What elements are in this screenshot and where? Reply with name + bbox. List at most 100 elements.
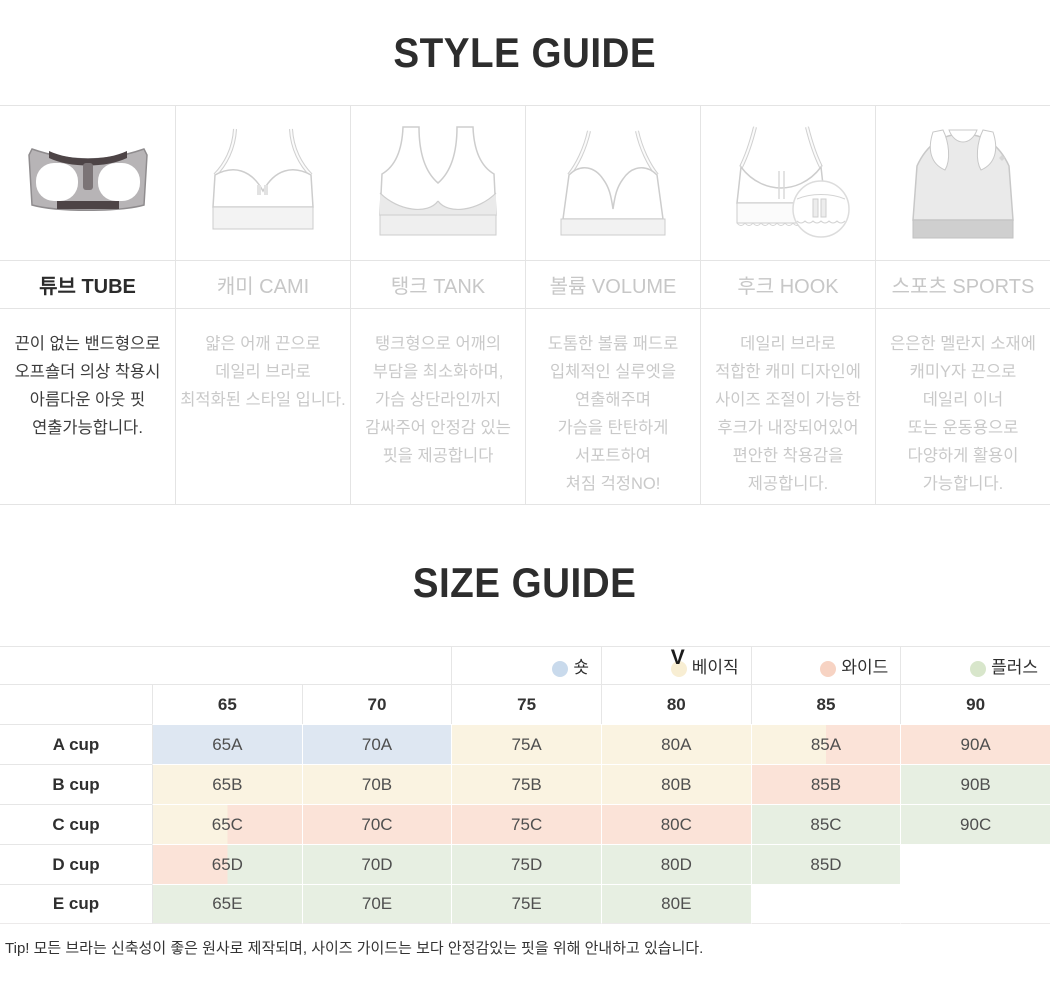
legend-item-wide: 와이드 [750, 646, 901, 684]
cup-label: D cup [0, 844, 152, 884]
size-guide-title: SIZE GUIDE [403, 559, 646, 607]
sports-bra-icon [912, 129, 1014, 239]
size-cell: 80E [600, 884, 751, 924]
style-name: 탱크 TANK [351, 261, 525, 309]
cup-label: C cup [0, 804, 152, 844]
short-dot-icon [552, 660, 569, 677]
size-cell: 80D [600, 844, 751, 884]
basic-dot-icon: V [670, 647, 687, 677]
cup-row-e: E cup 65E 70E 75E 80E [0, 884, 1050, 924]
style-desc: 탱크형으로 어깨의 부담을 최소화하며, 가슴 상단라인까지 감싸주어 안정감 … [365, 335, 511, 465]
cup-row-d: D cup 65D 70D 75D 80D 85D [0, 844, 1050, 884]
style-name: 후크 HOOK [701, 261, 875, 309]
size-cell: 80A [600, 724, 751, 764]
size-cell: 75E [451, 884, 601, 924]
cami-bra-icon [212, 128, 314, 230]
style-desc: 데일리 브라로 적합한 캐미 디자인에 사이즈 조절이 가능한 후크가 내장되어… [715, 335, 861, 493]
style-image-cell [0, 106, 175, 261]
tube-bra-icon [27, 148, 148, 211]
size-cell: 90B [900, 764, 1050, 804]
style-name: 볼륨 VOLUME [526, 261, 700, 309]
size-cell: 85D [750, 844, 901, 884]
size-cell: 90C [900, 804, 1050, 844]
style-name: 캐미 CAMI [176, 261, 350, 309]
size-cell: 70A [301, 724, 452, 764]
cup-label: E cup [0, 884, 152, 924]
legend-row: 숏 V 베이직 와이드 플러스 [0, 646, 1050, 684]
style-guide-title-text: STYLE GUIDE [393, 28, 657, 76]
style-image-cell [876, 106, 1050, 261]
size-cell: 90A [900, 724, 1050, 764]
size-cell: 75B [451, 764, 601, 804]
size-cell: 65C [152, 804, 302, 844]
size-cell: 75A [451, 724, 601, 764]
size-guide-title-text: SIZE GUIDE [413, 558, 637, 606]
size-cell [750, 884, 901, 924]
style-card-tube: 튜브 TUBE 끈이 없는 밴드형으로 오프숄더 의상 착용시 아름다운 아웃 … [0, 106, 175, 504]
style-card-tank: 탱크 TANK 탱크형으로 어깨의 부담을 최소화하며, 가슴 상단라인까지 감… [350, 106, 525, 504]
legend-item-basic: V 베이직 [600, 646, 751, 684]
legend-label: 와이드 [841, 658, 889, 677]
cup-label: B cup [0, 764, 152, 804]
size-cell: 65B [152, 764, 302, 804]
size-cell: 70D [301, 844, 452, 884]
wide-dot-icon [820, 660, 837, 677]
cup-row-a: A cup 65A 70A 75A 80A 85A 90A [0, 724, 1050, 764]
band-size-header: 75 [451, 684, 601, 724]
style-name: 스포츠 SPORTS [876, 261, 1050, 309]
size-cell: 65A [152, 724, 302, 764]
size-cell: 70E [301, 884, 452, 924]
style-desc: 얇은 어깨 끈으로 데일리 브라로 최적화된 스타일 입니다. [180, 335, 346, 409]
size-cell [900, 844, 1050, 884]
style-card-sports: 스포츠 SPORTS 은은한 멜란지 소재에 캐미Y자 끈으로 데일리 이너 또… [875, 106, 1050, 504]
size-cell: 85C [750, 804, 901, 844]
legend-spacer [0, 646, 452, 684]
band-size-header: 90 [900, 684, 1050, 724]
blank-corner-cell [0, 684, 152, 724]
size-cell: 75D [451, 844, 601, 884]
style-desc: 은은한 멜란지 소재에 캐미Y자 끈으로 데일리 이너 또는 운동용으로 다양하… [890, 335, 1036, 493]
style-guide-grid: 튜브 TUBE 끈이 없는 밴드형으로 오프숄더 의상 착용시 아름다운 아웃 … [0, 105, 1050, 505]
band-size-header: 65 [152, 684, 302, 724]
size-cell: 70C [301, 804, 452, 844]
size-cell: 65E [152, 884, 302, 924]
size-cell: 85A [750, 724, 901, 764]
style-card-cami: 캐미 CAMI 얇은 어깨 끈으로 데일리 브라로 최적화된 스타일 입니다. [175, 106, 350, 504]
size-guide-tip: Tip! 모든 브라는 신축성이 좋은 원사로 제작되며, 사이즈 가이드는 보… [5, 940, 704, 957]
style-image-cell [176, 106, 350, 261]
size-cell [900, 884, 1050, 924]
band-size-header-row: 65 70 75 80 85 90 [0, 684, 1050, 724]
style-card-volume: 볼륨 VOLUME 도톰한 볼륨 패드로 입체적인 실루엣을 연출해주며 가슴을… [525, 106, 700, 504]
style-image-cell [526, 106, 700, 261]
legend-label: 플러스 [991, 658, 1038, 677]
band-size-header: 70 [301, 684, 452, 724]
check-mark-icon: V [670, 645, 685, 669]
band-size-header: 80 [600, 684, 751, 724]
size-cell: 85B [750, 764, 901, 804]
size-cell: 80C [600, 804, 751, 844]
size-cell: 70B [301, 764, 452, 804]
size-cell: 75C [451, 804, 601, 844]
size-guide-table: 숏 V 베이직 와이드 플러스 65 70 75 80 85 90 A cup 6… [0, 646, 1050, 924]
style-card-hook: 후크 HOOK 데일리 브라로 적합한 캐미 디자인에 사이즈 조절이 가능한 … [700, 106, 875, 504]
volume-bra-icon [560, 130, 666, 236]
style-image-cell [701, 106, 875, 261]
legend-label: 숏 [573, 658, 589, 677]
legend-item-plus: 플러스 [900, 646, 1050, 684]
style-guide-title: STYLE GUIDE [0, 0, 1050, 105]
cup-label: A cup [0, 724, 152, 764]
plus-dot-icon [970, 660, 987, 677]
cup-row-c: C cup 65C 70C 75C 80C 85C 90C [0, 804, 1050, 844]
style-desc: 끈이 없는 밴드형으로 오프숄더 의상 착용시 아름다운 아웃 핏 연출가능합니… [14, 335, 161, 437]
band-size-header: 85 [750, 684, 901, 724]
legend-item-short: 숏 [451, 646, 601, 684]
style-image-cell [351, 106, 525, 261]
legend-label: 베이직 [691, 658, 739, 677]
cup-row-b: B cup 65B 70B 75B 80B 85B 90B [0, 764, 1050, 804]
size-cell: 65D [152, 844, 302, 884]
hook-bra-icon [736, 126, 850, 238]
style-name: 튜브 TUBE [0, 261, 175, 309]
size-cell: 80B [600, 764, 751, 804]
tank-bra-icon [379, 126, 497, 236]
